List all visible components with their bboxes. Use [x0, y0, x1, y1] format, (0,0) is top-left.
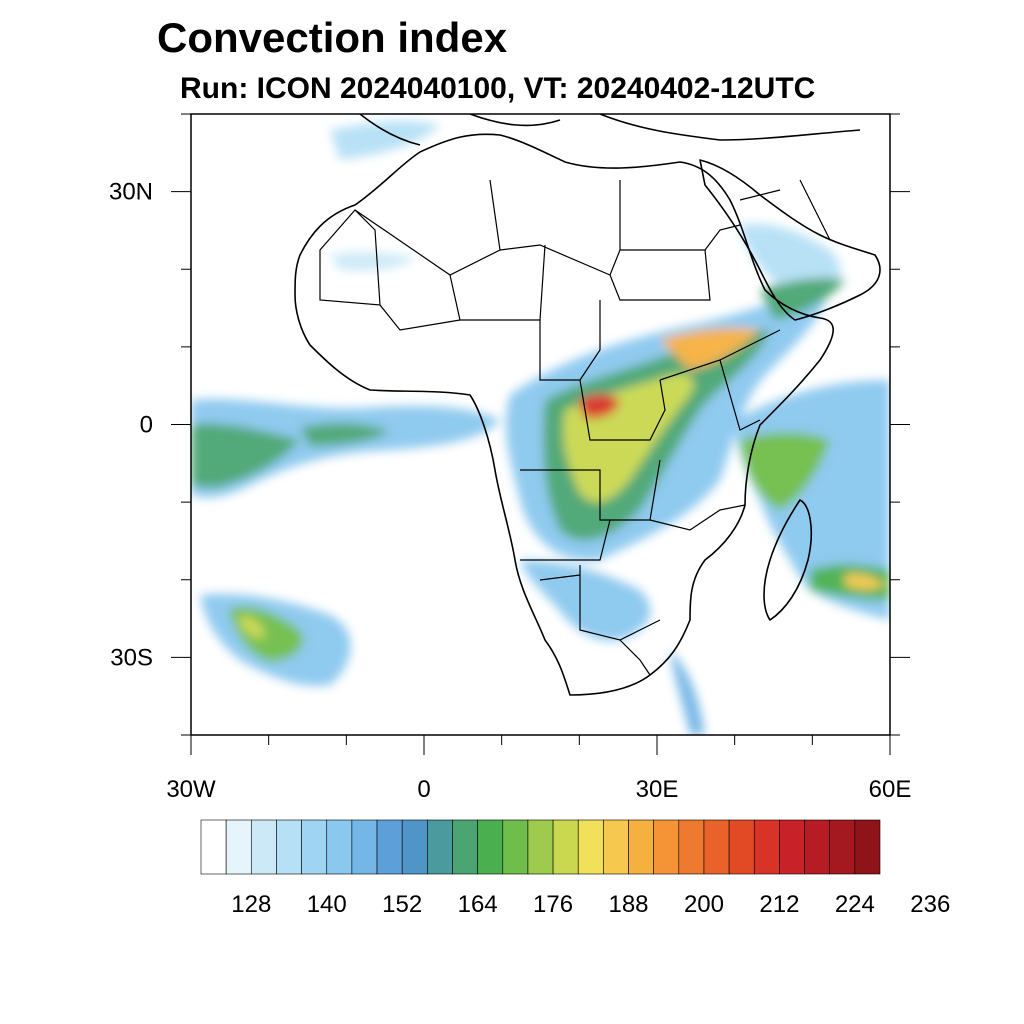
- colorbar-box: [527, 819, 554, 875]
- coastlines: [294, 114, 881, 696]
- convection-area-central-africa-peak: [578, 394, 620, 419]
- convection-area-red-sea: [760, 278, 845, 320]
- colorbar-box: [829, 819, 856, 875]
- convection-area-north-africa: [330, 120, 440, 160]
- colorbar-box: [854, 819, 881, 875]
- convection-area-atlantic: [191, 398, 500, 498]
- convection-area-madagascar-east-core: [845, 574, 885, 590]
- europe-coastline: [359, 114, 861, 146]
- lon-tick-label: 30E: [636, 776, 679, 803]
- colorbar-box: [351, 819, 378, 875]
- colorbar-box: [753, 819, 780, 875]
- colorbar-box: [401, 819, 428, 875]
- colorbar-box: [703, 819, 730, 875]
- colorbar-label: 224: [835, 891, 875, 918]
- convection-area-east-africa-core: [660, 328, 760, 370]
- convection-area-mozambique-channel: [670, 650, 705, 735]
- colorbar-box: [225, 819, 252, 875]
- colorbar-box: [502, 819, 529, 875]
- convection-area-southern-africa: [520, 560, 651, 641]
- colorbar-label: 200: [684, 891, 724, 918]
- colorbar-label: 128: [231, 891, 271, 918]
- lat-tick-label: 30N: [109, 179, 153, 206]
- convection-field: [191, 114, 890, 735]
- colorbar-label: 164: [458, 891, 498, 918]
- lon-tick-label: 0: [417, 776, 430, 803]
- colorbar-box: [301, 819, 328, 875]
- colorbar-box: [276, 819, 302, 875]
- colorbar-box: [326, 819, 353, 875]
- lon-tick-label: 30W: [166, 776, 216, 803]
- colorbar: 128 140 152 164 176 188 200 212 224 236: [200, 819, 950, 918]
- convection-area-sahara-west: [330, 252, 415, 271]
- colorbar-label: 152: [382, 891, 422, 918]
- convection-area-atlantic-core: [191, 423, 300, 488]
- africa-coastline: [294, 133, 834, 696]
- colorbar-label: 236: [910, 891, 950, 918]
- colorbar-box: [678, 819, 705, 875]
- colorbar-label: 212: [759, 891, 799, 918]
- colorbar-box: [200, 819, 227, 875]
- colorbar-box: [804, 819, 831, 875]
- colorbar-box: [779, 819, 805, 875]
- colorbar-box: [552, 819, 579, 875]
- colorbar-box: [603, 819, 629, 875]
- country-borders: [319, 179, 831, 676]
- colorbar-box: [728, 819, 755, 875]
- colorbar-box: [250, 819, 277, 875]
- madagascar-coastline: [763, 499, 813, 621]
- colorbar-box: [628, 819, 654, 875]
- lat-tick-label: 0: [140, 412, 153, 439]
- colorbar-box: [427, 819, 453, 875]
- convection-area-atlantic-core2: [300, 423, 390, 446]
- map-axes: 30N 0 30S 30W 0 30E 60E: [109, 113, 912, 803]
- lon-tick-label: 60E: [869, 776, 912, 803]
- lat-tick-label: 30S: [110, 644, 153, 671]
- convection-area-south-atlantic-core2: [238, 616, 266, 639]
- colorbar-box: [452, 819, 478, 875]
- colorbar-box: [477, 819, 504, 875]
- colorbar-box: [653, 819, 680, 875]
- chart-subtitle: Run: ICON 2024040100, VT: 20240402-12UTC: [180, 72, 816, 105]
- convection-area-indian-ocean-core: [740, 432, 830, 510]
- chart-title: Convection index: [157, 14, 508, 61]
- arabia-coastline: [699, 159, 881, 321]
- colorbar-box: [577, 819, 604, 875]
- colorbar-label: 140: [307, 891, 347, 918]
- colorbar-label: 188: [608, 891, 648, 918]
- colorbar-label: 176: [533, 891, 573, 918]
- colorbar-box: [376, 819, 403, 875]
